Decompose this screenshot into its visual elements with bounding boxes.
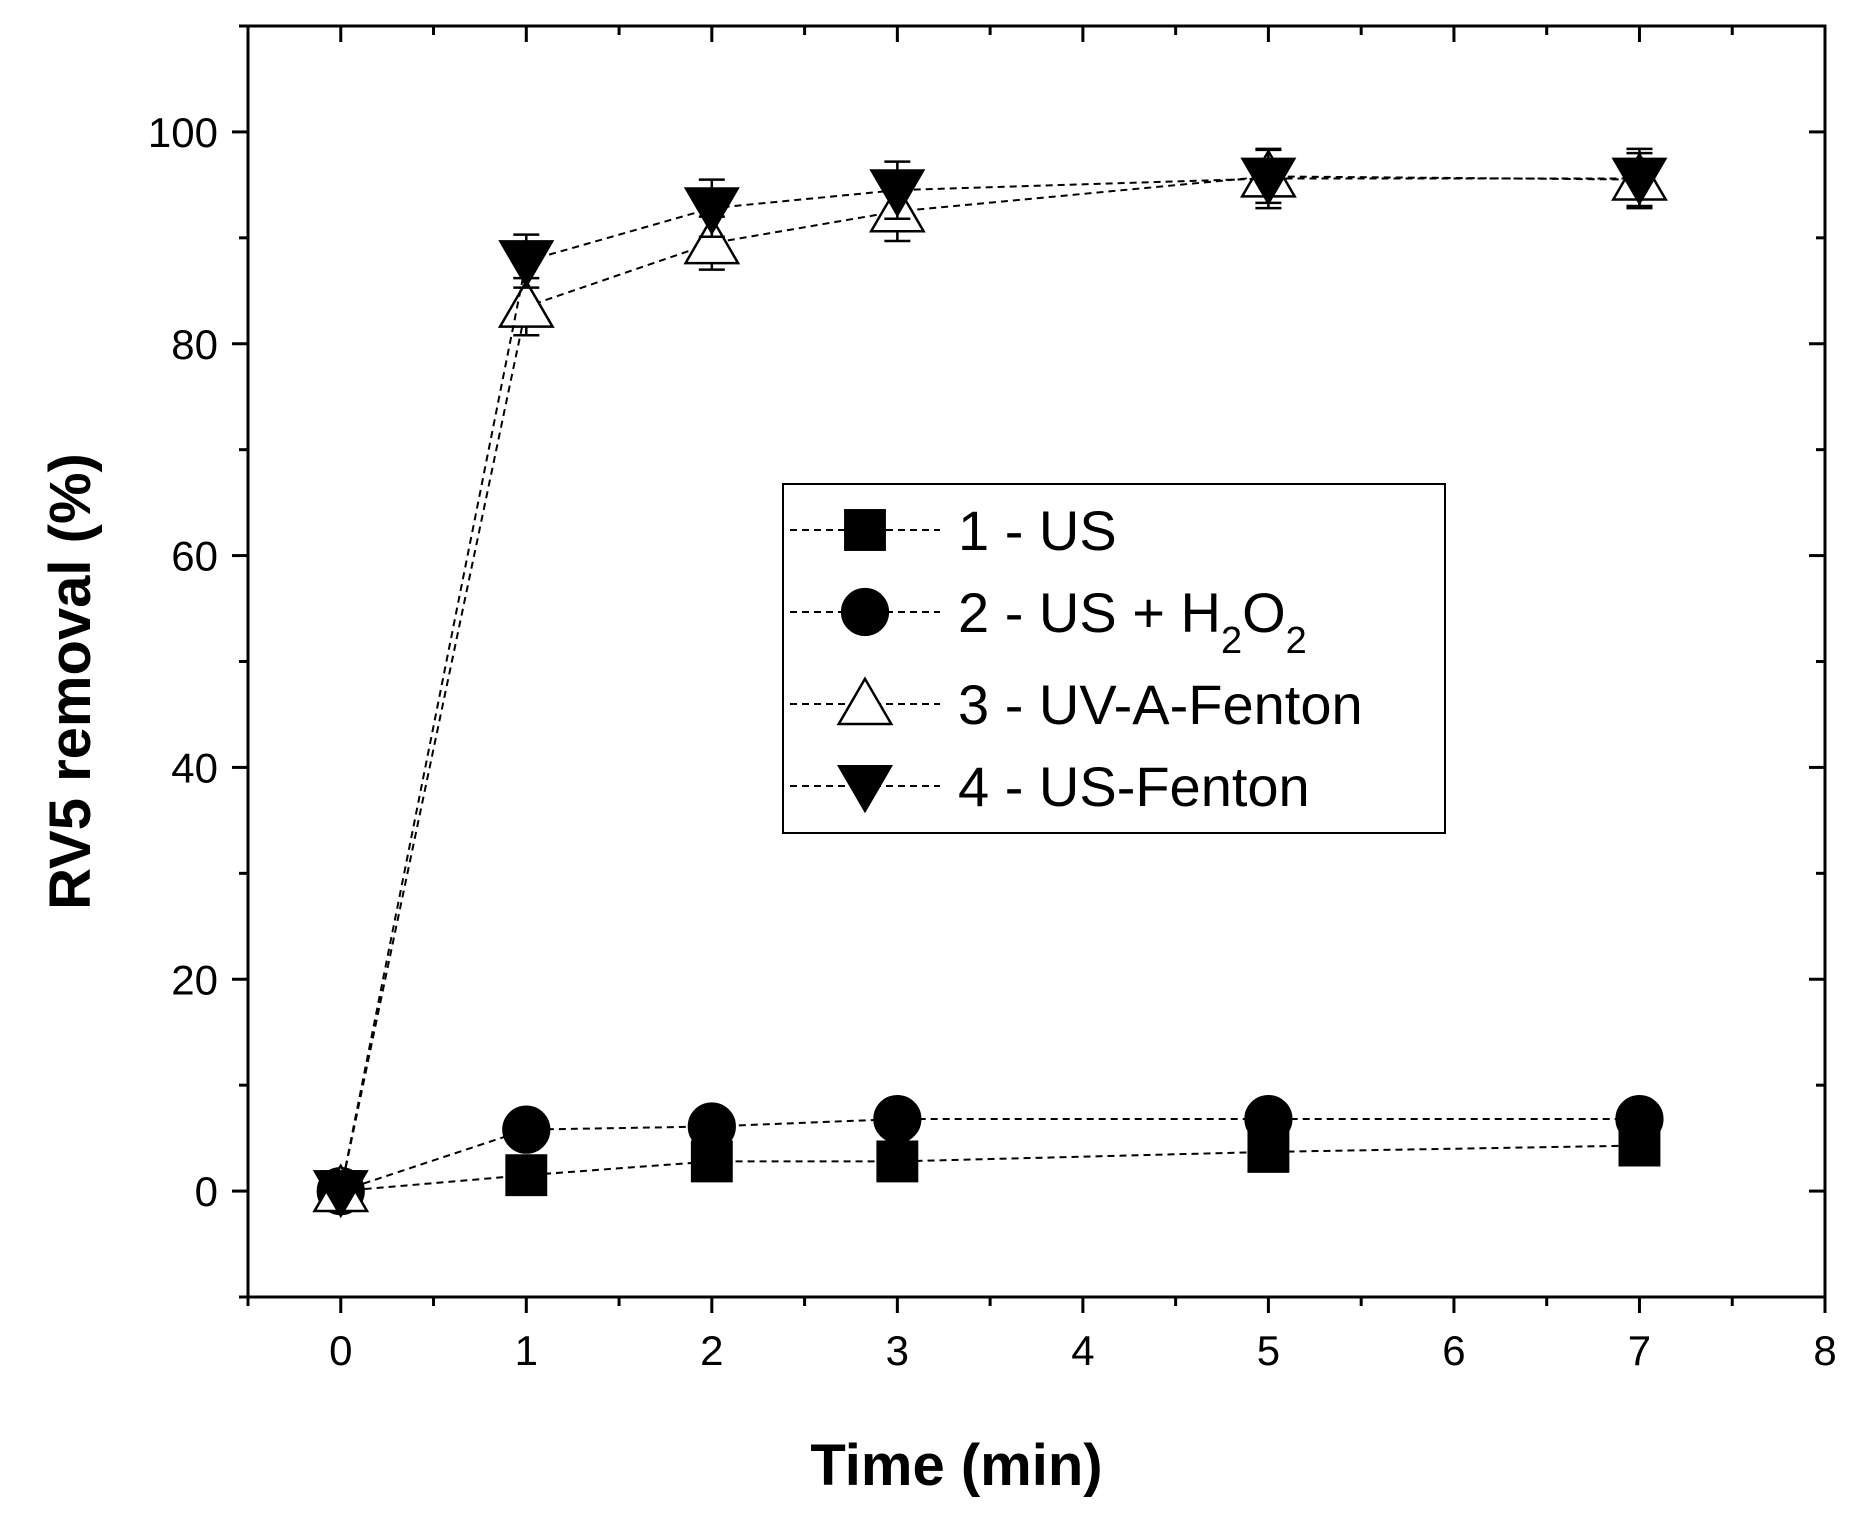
legend-label: 2 - US + H2O2 — [958, 581, 1307, 662]
data-point — [683, 215, 741, 265]
data-point — [505, 1154, 548, 1197]
legend-label: 3 - UV-A-Fenton — [958, 673, 1363, 736]
data-point — [873, 1094, 922, 1144]
x-tick-label: 6 — [1442, 1327, 1465, 1374]
legend-marker — [840, 587, 890, 637]
series-line — [340, 1118, 1640, 1193]
data-point — [1611, 157, 1668, 206]
legend-label: 4 - US-Fenton — [958, 755, 1310, 818]
data-point — [502, 1105, 551, 1154]
series-line — [340, 1144, 1640, 1193]
y-tick-label: 20 — [171, 956, 218, 1003]
legend: 1 - US 2 - US + H2O2 3 - UV-A-Fenton 4 - US… — [782, 483, 1446, 834]
x-tick-label: 8 — [1813, 1327, 1836, 1374]
series-4 — [312, 147, 1668, 1219]
legend-label: 1 - US — [958, 499, 1117, 562]
data-point — [312, 1170, 369, 1219]
y-tick-label: 40 — [171, 744, 218, 791]
data-point — [687, 1102, 736, 1151]
legend-box — [782, 483, 1446, 834]
legend-marker — [837, 765, 893, 814]
legend-marker — [836, 676, 894, 726]
y-axis: 0 20 40 60 80 100 — [148, 24, 1825, 1299]
x-tick-label: 2 — [700, 1327, 723, 1374]
data-point — [683, 187, 740, 236]
x-tick-label: 3 — [886, 1327, 909, 1374]
data-point — [497, 278, 555, 328]
data-point — [1240, 157, 1297, 206]
data-point — [1244, 1094, 1293, 1144]
y-tick-label: 60 — [171, 533, 218, 580]
legend-marker — [844, 509, 886, 551]
data-point — [1615, 1094, 1664, 1144]
legend-item-1: 1 - US — [790, 499, 1117, 562]
y-tick-label: 0 — [195, 1168, 218, 1215]
x-tick-label: 5 — [1257, 1327, 1280, 1374]
legend-item-3: 3 - UV-A-Fenton — [790, 673, 1363, 736]
series-line — [339, 175, 1640, 1192]
x-tick-label: 0 — [329, 1327, 352, 1374]
legend-item-4: 4 - US-Fenton — [790, 755, 1310, 818]
y-tick-label: 80 — [171, 321, 218, 368]
y-tick-label: 100 — [148, 109, 218, 156]
x-axis: 0 1 2 3 4 5 6 7 8 — [246, 26, 1837, 1374]
data-point — [498, 240, 555, 289]
data-point — [876, 1140, 919, 1183]
x-axis-title: Time (min) — [810, 1433, 1102, 1498]
series-layer — [312, 147, 1668, 1219]
x-tick-label: 4 — [1071, 1327, 1094, 1374]
y-axis-title: RV5 removal (%) — [38, 453, 103, 910]
x-tick-label: 7 — [1628, 1327, 1651, 1374]
legend-item-2: 2 - US + H2O2 — [790, 581, 1307, 662]
data-point — [869, 169, 926, 218]
x-tick-label: 1 — [515, 1327, 538, 1374]
